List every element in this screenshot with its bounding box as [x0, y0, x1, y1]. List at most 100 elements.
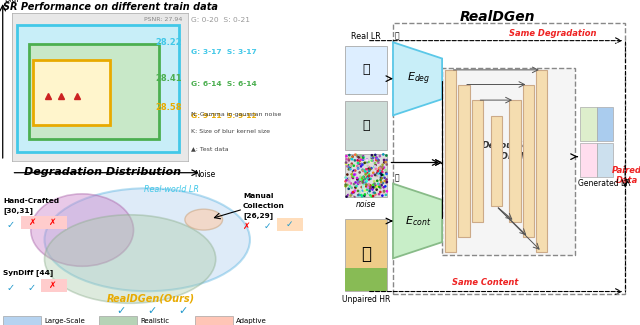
Point [374, 166, 384, 172]
Point [365, 193, 375, 198]
Point [381, 180, 392, 185]
Point [380, 175, 390, 180]
Point [378, 166, 388, 171]
Point [364, 182, 374, 188]
FancyBboxPatch shape [41, 216, 67, 229]
Point [380, 178, 390, 184]
Point [367, 155, 377, 160]
Point [367, 187, 378, 192]
Point [381, 177, 392, 182]
Point [378, 152, 388, 157]
Text: Same Degradation: Same Degradation [509, 29, 596, 38]
FancyBboxPatch shape [33, 60, 110, 125]
Point [374, 182, 385, 188]
Point [362, 179, 372, 184]
Point [366, 159, 376, 164]
Text: ✓: ✓ [116, 306, 126, 317]
Text: N: Gamma in gaussian noise: N: Gamma in gaussian noise [191, 112, 281, 117]
Point [364, 190, 374, 196]
Text: ✓: ✓ [178, 306, 188, 317]
Point [367, 173, 377, 178]
Point [378, 185, 388, 190]
Point [369, 185, 379, 190]
Point [353, 180, 364, 185]
Point [340, 179, 351, 184]
Point [359, 193, 369, 198]
Point [357, 176, 367, 181]
Point [362, 176, 372, 181]
Text: $E_{cont}$: $E_{cont}$ [405, 214, 431, 228]
Point [376, 172, 387, 177]
Point [365, 176, 376, 181]
Point [356, 164, 366, 169]
Point [350, 152, 360, 157]
Point [355, 153, 365, 158]
Text: Adaptive: Adaptive [236, 318, 267, 324]
Point [351, 152, 361, 158]
Point [368, 154, 378, 159]
Point [375, 182, 385, 188]
Text: 🌁: 🌁 [362, 119, 370, 132]
Point [372, 156, 383, 162]
Text: ✓: ✓ [285, 220, 293, 229]
Point [378, 162, 388, 167]
Point [374, 153, 385, 159]
Point [356, 192, 367, 198]
Point [341, 160, 351, 165]
Point [355, 177, 365, 182]
Point [355, 158, 365, 163]
Point [378, 190, 388, 195]
Point [341, 161, 351, 166]
Point [363, 184, 373, 189]
Point [353, 179, 364, 185]
Point [362, 160, 372, 165]
Point [344, 176, 355, 181]
Point [348, 189, 358, 195]
Point [381, 158, 392, 163]
Point [360, 160, 370, 165]
Point [362, 158, 372, 163]
Point [370, 161, 380, 166]
Text: 🏛: 🏛 [362, 63, 370, 76]
Text: 🔒: 🔒 [394, 32, 399, 41]
Point [352, 176, 362, 181]
Point [353, 181, 363, 187]
Point [357, 180, 367, 185]
Text: Paired
Data: Paired Data [612, 166, 640, 185]
Point [353, 166, 364, 171]
Point [342, 172, 353, 177]
Point [370, 172, 380, 177]
Point [348, 171, 358, 176]
Point [376, 176, 387, 181]
Text: 🐯: 🐯 [361, 244, 371, 263]
Text: Real-world LR: Real-world LR [144, 185, 198, 194]
Point [350, 188, 360, 193]
Point [347, 175, 357, 180]
Point [368, 192, 378, 197]
Point [354, 155, 364, 160]
Point [344, 167, 354, 172]
Point [353, 161, 363, 166]
Text: SR Performance on different train data: SR Performance on different train data [3, 2, 218, 12]
Point [357, 162, 367, 167]
Point [344, 155, 355, 161]
Point [350, 185, 360, 190]
Point [375, 189, 385, 195]
FancyBboxPatch shape [536, 70, 547, 252]
Point [351, 184, 362, 189]
Point [374, 165, 384, 171]
Point [360, 180, 371, 185]
Point [356, 185, 367, 190]
Point [361, 182, 371, 187]
Point [344, 152, 355, 158]
Point [360, 188, 370, 193]
Point [363, 163, 373, 168]
Point [367, 158, 377, 163]
Point [369, 154, 380, 159]
Point [358, 180, 368, 185]
Point [375, 166, 385, 171]
Point [364, 159, 374, 164]
Text: [26,29]: [26,29] [243, 213, 273, 219]
Point [355, 181, 365, 186]
Point [379, 157, 389, 162]
